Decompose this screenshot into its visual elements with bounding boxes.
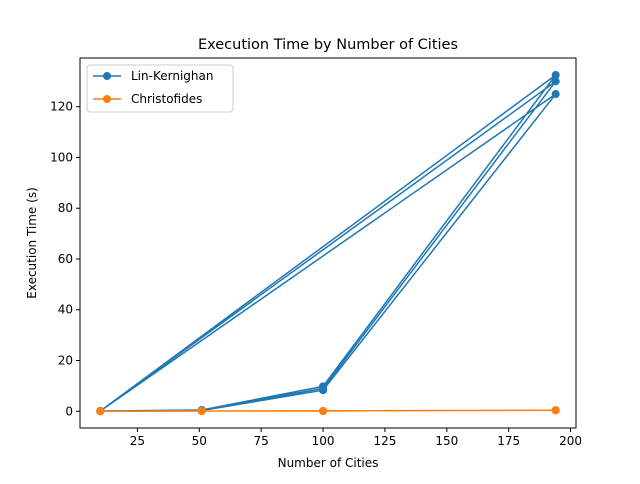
y-axis-label: Execution Time (s) — [25, 187, 39, 299]
data-point-lin-kernighan — [319, 386, 328, 395]
data-point-lin-kernighan — [551, 77, 560, 86]
x-tick-label: 150 — [435, 434, 458, 448]
y-tick-label: 40 — [58, 303, 73, 317]
y-tick-label: 0 — [65, 404, 73, 418]
legend-label-lin-kernighan: Lin-Kernighan — [131, 69, 213, 83]
chart-title: Execution Time by Number of Cities — [198, 37, 458, 53]
legend-label-christofides: Christofides — [131, 92, 202, 106]
data-point-christofides — [551, 406, 560, 415]
y-tick-label: 60 — [58, 252, 73, 266]
x-tick-label: 175 — [497, 434, 520, 448]
y-tick-label: 80 — [58, 201, 73, 215]
ticks-layer: 25 50 75 100 125 150 175 200 0 20 40 60 80 100 120 — [50, 100, 582, 448]
data-point-lin-kernighan — [551, 71, 560, 80]
x-tick-label: 125 — [373, 434, 396, 448]
data-point-lin-kernighan — [551, 90, 560, 99]
data-point-christofides — [319, 406, 328, 415]
x-tick-label: 75 — [254, 434, 269, 448]
axes-frame — [79, 57, 577, 429]
legend-marker-christofides — [103, 95, 111, 103]
x-tick-label: 200 — [559, 434, 582, 448]
x-tick-label: 25 — [130, 434, 145, 448]
data-point-christofides — [197, 406, 206, 415]
y-tick-label: 20 — [58, 353, 73, 367]
y-tick-label: 100 — [50, 150, 73, 164]
y-tick-label: 120 — [50, 100, 73, 114]
x-axis-label: Number of Cities — [278, 456, 379, 470]
data-point-christofides — [96, 407, 105, 416]
x-tick-label: 50 — [192, 434, 207, 448]
legend: Lin-Kernighan Christofides — [86, 64, 234, 113]
plot-layer — [96, 71, 560, 416]
series-line-christofides — [99, 409, 557, 412]
legend-marker-lin-kernighan — [103, 72, 111, 80]
x-tick-label: 100 — [312, 434, 335, 448]
legend-frame — [86, 64, 234, 113]
